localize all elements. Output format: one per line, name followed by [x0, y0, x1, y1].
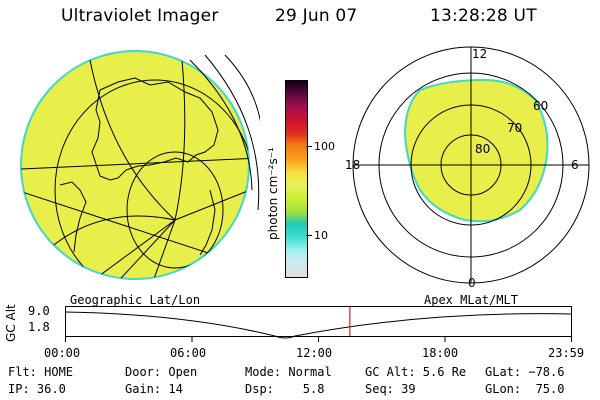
mlat-80-label: 80	[475, 142, 490, 156]
status-gain: Gain: 14	[125, 382, 183, 396]
coastline	[59, 181, 87, 253]
colorbar-tick-10	[306, 235, 312, 236]
timeline-left-title: Geographic Lat/Lon	[70, 293, 201, 307]
status-seq: Seq: 39	[365, 382, 416, 396]
mlat-70-label: 70	[507, 121, 522, 135]
coastline	[91, 77, 219, 181]
coastline	[199, 189, 216, 256]
status-dsp: Dsp: 5.8	[245, 382, 325, 396]
polar-plot: 12 18 6 0 60 70 80	[345, 46, 590, 290]
geographic-image	[20, 50, 260, 280]
mlat-60-label: 60	[533, 99, 548, 113]
timeline-right-title: Apex MLat/MLT	[424, 293, 518, 307]
geographic-disk	[20, 50, 250, 280]
colorbar-tick-100	[306, 146, 312, 147]
status-mode: Mode: Normal	[245, 365, 332, 379]
status-door: Door: Open	[125, 365, 198, 379]
mlt-18-label: 18	[345, 158, 360, 172]
mlt-0-label: 0	[468, 276, 476, 290]
status-gc-alt: GC Alt: 5.6 Re	[365, 365, 467, 379]
time-tick-1: 06:00	[170, 346, 207, 360]
mlt-12-label: 12	[472, 47, 487, 61]
auroral-oval	[403, 78, 549, 223]
status-flt: Flt: HOME	[8, 365, 74, 379]
colorbar-label-100: 100	[314, 140, 335, 153]
status-glat: GLat: −78.6	[485, 365, 565, 379]
timeline-y-top: 9.0	[28, 304, 50, 318]
time-tick-0: 00:00	[44, 346, 81, 360]
instrument-title: Ultraviolet Imager	[61, 6, 219, 26]
timeline-y-bottom: 1.8	[28, 320, 50, 334]
timeline-axis-label: GC Alt	[4, 304, 18, 342]
time-tick-3: 18:00	[422, 346, 459, 360]
colorbar	[285, 80, 308, 278]
observation-date: 29 Jun 07	[275, 6, 358, 26]
time-tick-2: 12:00	[296, 346, 333, 360]
altitude-curve	[65, 311, 572, 339]
mlt-6-label: 6	[571, 158, 579, 172]
colorbar-label-10: 10	[314, 229, 328, 242]
observation-time: 13:28:28 UT	[430, 6, 537, 26]
status-glon: GLon: 75.0	[485, 382, 565, 396]
time-tick-4: 23:59	[548, 346, 585, 360]
timeline-plot	[65, 306, 572, 342]
status-ip: IP: 36.0	[8, 382, 66, 396]
colorbar-unit: photon cm⁻²s⁻¹	[266, 147, 280, 240]
